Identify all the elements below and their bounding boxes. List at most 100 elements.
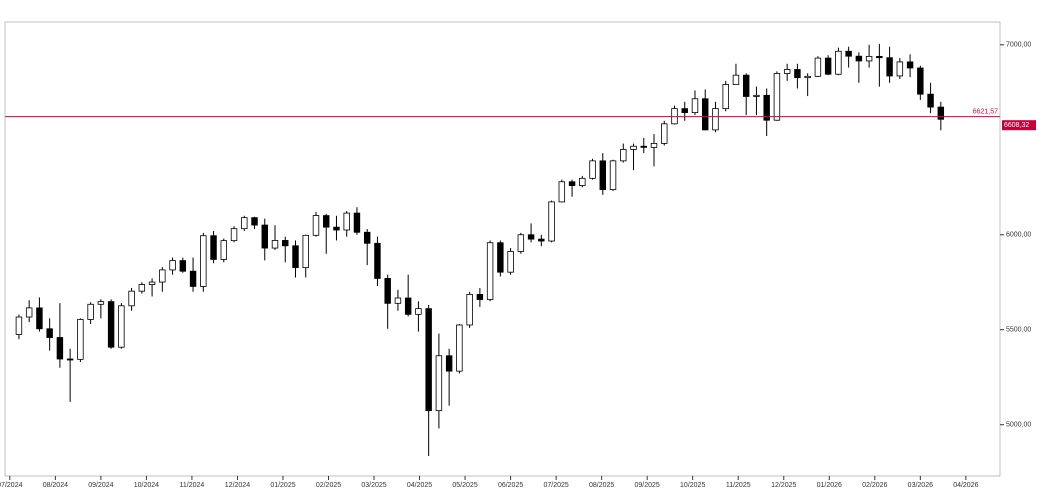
candle-body — [753, 94, 760, 97]
candle-body — [343, 212, 350, 231]
x-tick-label: 07/2024 — [0, 482, 23, 489]
candle-body — [558, 181, 566, 203]
candle-body — [702, 98, 709, 131]
candle-body — [128, 290, 135, 307]
last-price-box — [1002, 120, 1036, 131]
candle-body — [917, 67, 924, 95]
x-tick-label: 08/2024 — [43, 482, 68, 489]
candle-body — [169, 260, 176, 271]
y-tick-label: 5000,00 — [1006, 422, 1031, 429]
x-tick-label: 10/2025 — [680, 482, 705, 489]
candle-body — [138, 284, 146, 292]
y-tick-label: 7000,00 — [1006, 42, 1031, 49]
candle-body — [118, 305, 125, 348]
candle-body — [261, 224, 268, 249]
candle-body — [824, 57, 832, 75]
candle-body — [87, 303, 94, 320]
candle-body — [589, 160, 596, 179]
candle-body — [251, 217, 258, 226]
x-tick-label: 11/2025 — [726, 482, 751, 489]
candle-body — [36, 307, 43, 330]
candle-body — [466, 293, 473, 326]
candle-body — [906, 61, 914, 69]
candle-body — [814, 57, 822, 77]
candle-body — [896, 61, 904, 77]
candle-body — [282, 240, 289, 247]
candle-body — [661, 123, 668, 144]
candle-body — [230, 228, 238, 242]
x-tick-label: 02/2025 — [316, 482, 341, 489]
x-tick-label: 01/2025 — [270, 482, 295, 489]
candle-body — [507, 251, 514, 273]
plot-frame — [4, 21, 1001, 477]
candle-body — [835, 50, 842, 75]
candle-body — [732, 74, 740, 85]
candle-body — [476, 293, 484, 300]
candle-body — [241, 217, 248, 230]
candle-body — [220, 240, 228, 260]
candle-body — [333, 226, 340, 231]
candle-body — [568, 181, 576, 186]
candle-body — [374, 242, 381, 279]
candle-body — [794, 69, 801, 79]
candle-body — [927, 93, 934, 108]
candle-body — [691, 98, 699, 114]
candle-body — [855, 55, 863, 62]
candle-body — [876, 55, 883, 59]
candle-body — [599, 160, 607, 190]
x-tick-label: 08/2025 — [589, 482, 614, 489]
candle-body — [630, 145, 637, 150]
candle-body — [302, 234, 309, 269]
candle-body — [107, 301, 115, 348]
x-tick-label: 12/2024 — [225, 482, 250, 489]
candle-body — [97, 301, 105, 305]
candle-body — [415, 308, 422, 315]
candle-body — [681, 108, 688, 114]
candle-body — [189, 270, 197, 287]
candle-body — [517, 234, 525, 252]
candle-body — [886, 57, 893, 77]
candle-body — [445, 355, 453, 372]
x-tick-label: 06/2025 — [498, 482, 523, 489]
candle-body — [271, 240, 279, 249]
reference-label: 6621,57 — [973, 109, 998, 116]
candle-body — [609, 160, 617, 190]
candle-body — [292, 245, 299, 269]
candle-body — [425, 308, 432, 412]
candle-body — [783, 69, 791, 74]
candle-body — [640, 145, 647, 148]
candle-body — [548, 201, 555, 242]
x-tick-label: 05/2025 — [452, 482, 477, 489]
candle-body — [845, 50, 852, 57]
candle-body — [384, 278, 391, 304]
candle-body — [497, 242, 504, 273]
candle-body — [394, 297, 402, 304]
x-tick-label: 04/2026 — [953, 482, 978, 489]
x-tick-label: 04/2025 — [407, 482, 432, 489]
candle-body — [323, 215, 330, 228]
candle-body — [77, 319, 84, 360]
candle-body — [159, 269, 166, 283]
x-tick-label: 01/2026 — [817, 482, 842, 489]
x-tick-label: 10/2024 — [134, 482, 159, 489]
candle-body — [363, 231, 371, 244]
candle-body — [865, 55, 873, 62]
candle-body — [25, 307, 33, 318]
candle-body — [538, 238, 545, 242]
x-tick-label: 07/2025 — [543, 482, 568, 489]
candle-body — [620, 149, 627, 162]
candle-body — [404, 297, 412, 315]
y-tick-label: 5500,00 — [1006, 327, 1031, 334]
candle-body — [210, 235, 217, 260]
x-tick-label: 09/2024 — [88, 482, 113, 489]
last-price-label: 6608,32 — [1004, 122, 1029, 129]
candle-body — [56, 337, 64, 360]
candle-body — [15, 316, 23, 335]
candle-body — [527, 234, 535, 240]
candle-body — [179, 260, 187, 272]
x-tick-label: 09/2025 — [635, 482, 660, 489]
candle-body — [804, 75, 811, 79]
candle-body — [46, 328, 53, 338]
candle-body — [486, 242, 494, 300]
candle-body — [579, 177, 586, 186]
